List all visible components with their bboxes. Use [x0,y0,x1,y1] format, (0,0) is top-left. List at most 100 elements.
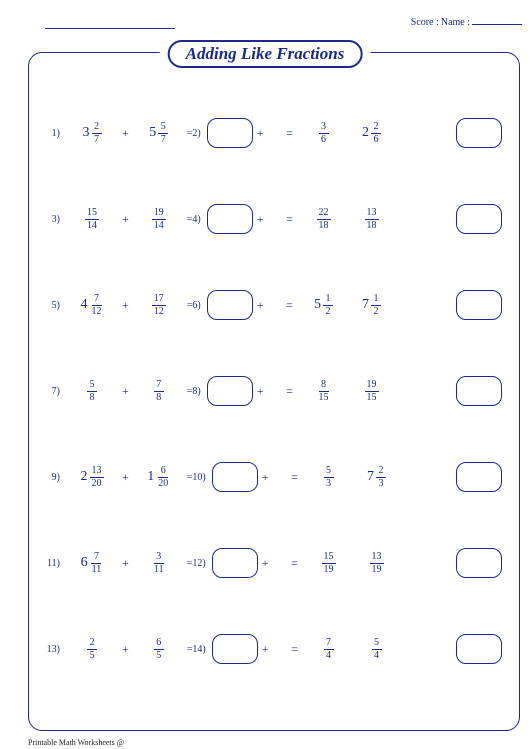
numerator: 22 [317,208,331,220]
title-wrap: Adding Like Fractions [160,40,371,68]
numerator: 8 [319,380,329,392]
denominator: 18 [317,220,331,231]
answer-box-left[interactable] [207,290,253,320]
plus-sign: + [122,470,129,485]
problem-row: 5)4712+1712=6)+=512712 [38,262,510,348]
denominator: 3 [324,478,334,489]
numerator: 2 [92,122,102,134]
header-right: Score :Name : [411,15,530,28]
numerator: 13 [365,208,379,220]
plus-sign: + [122,298,129,313]
mixed-number: 36 [307,122,341,145]
problem-number-right: =6) [187,300,201,311]
denominator: 5 [154,650,164,661]
mixed-number: 512 [307,294,341,317]
plus-sign: + [122,212,129,227]
answer-box-right[interactable] [456,462,502,492]
mixed-number: 78 [138,380,180,403]
denominator: 3 [376,478,386,489]
title: Adding Like Fractions [168,40,363,68]
denominator: 19 [370,564,384,575]
fraction: 2218 [317,208,331,231]
whole-number: 2 [362,125,369,141]
denominator: 14 [152,220,166,231]
problem-number-left: 7) [38,386,60,397]
answer-box-left[interactable] [207,376,253,406]
fraction: 712 [90,294,104,317]
name-blank-line [472,15,522,25]
answer-box-right[interactable] [456,634,502,664]
problem-row: 11)6711+311=12)+=15191319 [38,520,510,606]
denominator: 8 [87,392,97,403]
answer-box-right[interactable] [456,376,502,406]
mixed-number: 54 [360,638,394,661]
fraction: 12 [371,294,381,317]
answer-box-left[interactable] [212,548,258,578]
fraction: 1320 [90,466,104,489]
fraction: 58 [87,380,97,403]
denominator: 11 [152,564,166,575]
fraction: 1318 [365,208,379,231]
problem-number-right: =4) [187,214,201,225]
numerator: 15 [85,208,99,220]
numerator: 5 [87,380,97,392]
mixed-number: 815 [307,380,341,403]
whole-number: 3 [83,125,90,141]
denominator: 14 [85,220,99,231]
denominator: 2 [371,306,381,317]
fraction: 54 [372,638,382,661]
numerator: 2 [376,466,386,478]
denominator: 15 [317,392,331,403]
problem-number-left: 9) [38,472,60,483]
plus-sign: + [262,556,269,571]
fraction: 78 [154,380,164,403]
mixed-number: 21320 [71,466,113,489]
mixed-number: 723 [360,466,394,489]
answer-box-left[interactable] [212,634,258,664]
denominator: 12 [90,306,104,317]
problem-number-left: 3) [38,214,60,225]
problem-row: 7)58+78=8)+=8151915 [38,348,510,434]
whole-number: 7 [367,469,374,485]
plus-sign: + [122,126,129,141]
mixed-number: 1514 [71,208,113,231]
equals-sign: = [285,642,305,657]
plus-sign: + [257,384,264,399]
footer-text: Printable Math Worksheets @ [28,738,124,747]
answer-box-right[interactable] [456,290,502,320]
numerator: 17 [152,294,166,306]
answer-box-right[interactable] [456,204,502,234]
answer-box-right[interactable] [456,118,502,148]
mixed-number: 1620 [138,466,180,489]
equals-sign: = [280,298,300,313]
problem-number-right: =2) [187,128,201,139]
problem-number-right: =14) [187,644,206,655]
whole-number: 2 [81,469,88,485]
denominator: 6 [371,134,381,145]
mixed-number: 25 [71,638,113,661]
denominator: 4 [372,650,382,661]
answer-box-left[interactable] [212,462,258,492]
plus-sign: + [257,126,264,141]
numerator: 19 [365,380,379,392]
denominator: 19 [322,564,336,575]
numerator: 7 [92,294,102,306]
answer-box-left[interactable] [207,204,253,234]
whole-number: 5 [314,297,321,313]
mixed-number: 1318 [355,208,389,231]
fraction: 311 [152,552,166,575]
whole-number: 1 [147,469,154,485]
problem-number-right: =10) [187,472,206,483]
fraction: 1914 [152,208,166,231]
plus-sign: + [257,298,264,313]
mixed-number: 557 [138,122,180,145]
plus-sign: + [262,470,269,485]
answer-box-left[interactable] [207,118,253,148]
denominator: 8 [154,392,164,403]
answer-box-right[interactable] [456,548,502,578]
denominator: 7 [158,134,168,145]
problem-row: 3)1514+1914=4)+=22181318 [38,176,510,262]
problem-number-left: 11) [38,558,60,569]
equals-sign: = [280,384,300,399]
whole-number: 6 [81,555,88,571]
